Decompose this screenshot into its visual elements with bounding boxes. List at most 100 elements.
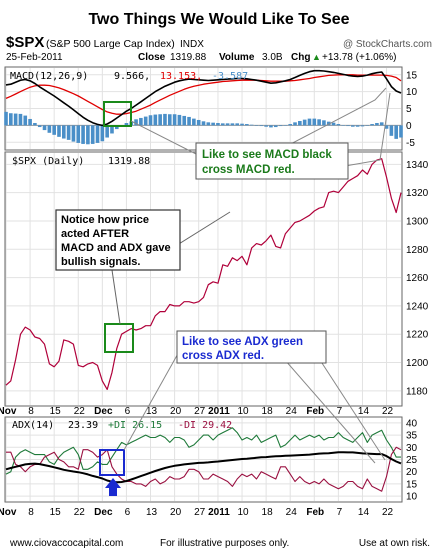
macd-ytick-label: 0 <box>406 121 412 132</box>
adx-xtick-label: Dec <box>94 507 113 518</box>
macd-histogram-bar <box>245 124 249 126</box>
macd-histogram-bar <box>37 125 42 128</box>
adx-xtick-label: 18 <box>262 507 274 518</box>
price-xtick-label: 20 <box>170 406 182 417</box>
price-xtick-label: 22 <box>74 406 86 417</box>
adx-legend-mdi: -DI 29.42 <box>178 420 232 431</box>
macd-histogram-bar <box>148 115 153 126</box>
macd-histogram-bar <box>216 123 220 126</box>
adx-ytick-label: 15 <box>406 479 418 490</box>
spx-legend-value: 1319.88 <box>108 156 150 167</box>
adx-xtick-label: 6 <box>125 507 131 518</box>
adx-xtick-label: 22 <box>74 507 86 518</box>
macd-histogram-bar <box>158 114 162 126</box>
macd-signal-line <box>5 74 402 115</box>
price-xtick-label: 13 <box>146 406 158 417</box>
price-ytick-label: 1200 <box>406 358 429 369</box>
macd-histogram-bar <box>196 119 201 126</box>
price-note-line-4: bullish signals. <box>61 256 140 268</box>
price-note-box: Notice how price acted AFTER MACD and AD… <box>55 209 181 271</box>
macd-histogram-bar <box>139 117 143 126</box>
macd-histogram-bar <box>105 125 109 138</box>
adx-ytick-label: 35 <box>406 431 418 442</box>
macd-histogram-bar <box>341 125 346 126</box>
spx-legend-name: $SPX (Daily) <box>12 156 84 167</box>
macd-histogram-bar <box>365 125 370 126</box>
price-ytick-label: 1300 <box>406 216 429 227</box>
macd-histogram-bar <box>81 125 85 144</box>
price-panel <box>4 151 403 407</box>
macd-callout-lines <box>130 87 391 167</box>
macd-histogram-bar <box>71 125 76 142</box>
macd-histogram-bar <box>322 120 326 126</box>
macd-histogram-bar <box>346 125 350 127</box>
macd-histogram-bar <box>375 123 379 126</box>
macd-histogram-bar <box>201 121 206 126</box>
macd-histogram-bar <box>211 122 215 126</box>
adx-ytick-label: 10 <box>406 492 418 503</box>
macd-histogram-bar <box>235 123 240 126</box>
adx-callout-lines <box>123 349 386 464</box>
price-xtick-label: Dec <box>94 406 113 417</box>
macd-histogram-bar <box>134 119 138 126</box>
price-xtick-label: 2011 <box>208 406 230 417</box>
macd-histogram-bar <box>264 125 268 127</box>
macd-histogram-bar <box>182 115 187 126</box>
macd-ytick-label: 10 <box>406 87 418 98</box>
macd-histogram-bar <box>167 114 172 126</box>
macd-histogram-bar <box>288 124 293 126</box>
adx-xtick-label: 8 <box>28 507 34 518</box>
chg-value: +13.78 (+1.06%) <box>322 52 397 63</box>
price-ytick-label: 1240 <box>406 301 429 312</box>
macd-histogram-bar <box>249 124 254 126</box>
up-arrow-icon <box>105 478 121 496</box>
macd-histogram-bar <box>192 118 196 126</box>
price-ytick-label: 1320 <box>406 188 429 199</box>
chg-label: Chg <box>291 52 310 63</box>
macd-histogram-bar <box>18 113 23 126</box>
macd-histogram-bar <box>384 125 389 129</box>
price-ytick-label: 1340 <box>406 160 429 171</box>
minus-di-line <box>6 446 402 492</box>
price-xtick-label: Feb <box>306 406 324 417</box>
adx-ytick-label: 40 <box>406 418 418 429</box>
macd-histogram-bar <box>293 122 297 126</box>
adx-note-box: Like to see ADX green cross ADX red. <box>176 330 327 364</box>
macd-histogram-bar <box>302 119 307 126</box>
adx-xtick-label: 24 <box>286 507 298 518</box>
macd-histogram-bar <box>76 125 81 143</box>
macd-histogram-bar <box>379 122 384 126</box>
chg-arrow: ▲ <box>312 52 321 62</box>
macd-histogram-bar <box>153 114 158 126</box>
spx-price-line <box>5 158 402 390</box>
adx-legend-pdi: +DI 26.15 <box>108 420 162 431</box>
macd-histogram-bar <box>254 125 259 126</box>
price-xtick-label: 24 <box>286 406 298 417</box>
macd-histogram-bar <box>283 125 288 126</box>
macd-histogram-bar <box>298 120 302 126</box>
price-xtick-label: 10 <box>237 406 249 417</box>
macd-histogram-bar <box>143 116 148 126</box>
macd-histogram-bar <box>100 125 105 142</box>
adx-xtick-label: 7 <box>337 507 343 518</box>
price-xtick-label: 15 <box>50 406 62 417</box>
macd-ytick-label: -5 <box>406 138 415 149</box>
quote-date: 25-Feb-2011 <box>6 52 63 63</box>
adx-legend-adx: 23.39 <box>68 420 98 431</box>
macd-note-line-1: Like to see MACD black <box>202 149 332 161</box>
macd-histogram-bar <box>240 123 244 126</box>
footer-risk: Use at own risk. <box>359 538 430 549</box>
adx-crossover-box <box>99 449 125 476</box>
macd-histogram-bar <box>312 118 317 126</box>
macd-histogram-bar <box>4 111 8 126</box>
macd-histogram-bar <box>355 125 360 127</box>
adx-ytick-label: 20 <box>406 467 418 478</box>
volume-label: Volume <box>219 52 255 63</box>
adx-xtick-label: Feb <box>306 507 324 518</box>
macd-crossover-box <box>103 101 132 127</box>
volume-value: 3.0B <box>262 52 283 63</box>
macd-line <box>5 69 402 127</box>
macd-histogram-bar <box>187 116 191 126</box>
macd-histogram-bar <box>110 125 114 134</box>
adx-xtick-label: 13 <box>146 507 158 518</box>
